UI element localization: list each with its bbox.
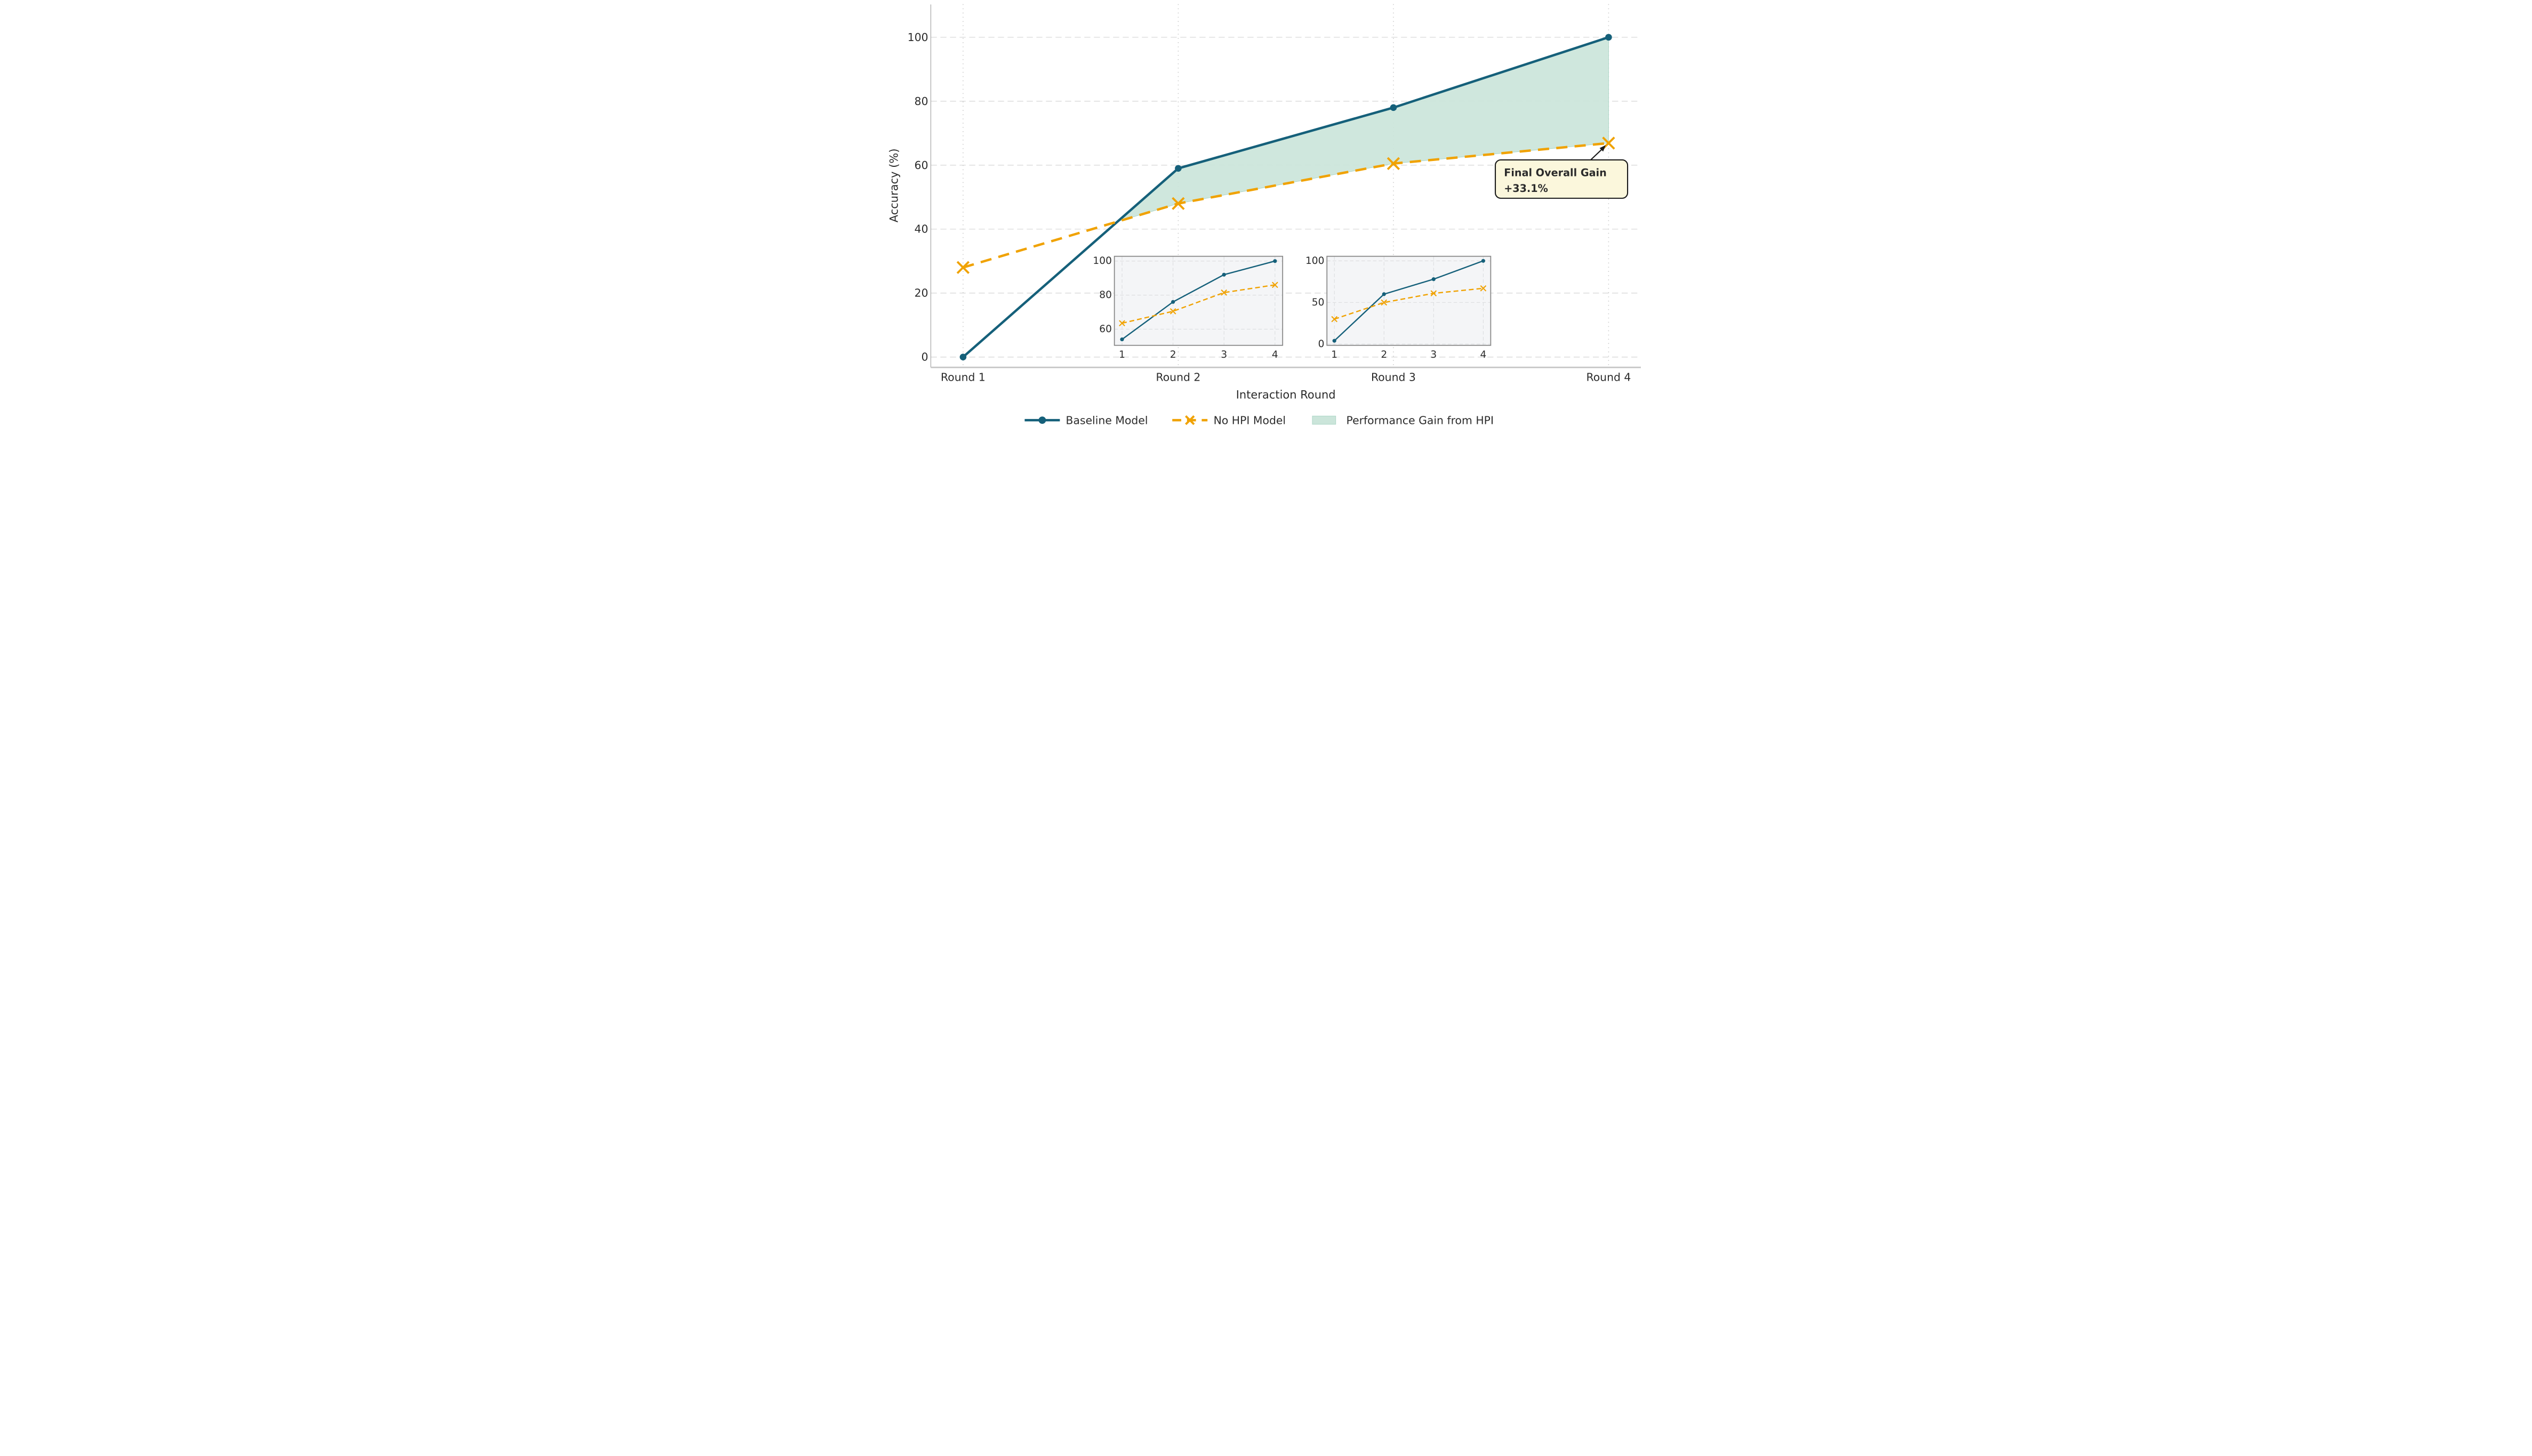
no-hpi-data-point	[956, 261, 970, 274]
no-hpi-x-marker-icon	[1185, 415, 1195, 425]
y-tick-label: 0	[1318, 339, 1325, 350]
y-tick-label: 50	[1312, 297, 1325, 308]
baseline-data-point	[1605, 34, 1612, 41]
no-hpi-data-point	[1221, 289, 1228, 296]
baseline-data-point	[1120, 337, 1124, 342]
inset-background	[1114, 256, 1283, 345]
x-tick-label: 4	[1272, 349, 1278, 360]
figure: 0 20 40 60 80 100 Round 1 Round 2 Round 3 Round 4…	[886, 0, 1646, 437]
x-tick-label: Round 1	[941, 371, 985, 383]
baseline-data-point	[1175, 165, 1182, 172]
baseline-data-point	[1382, 292, 1386, 296]
baseline-data-point	[1390, 104, 1397, 111]
baseline-data-point	[1222, 272, 1226, 277]
baseline-data-point	[1431, 277, 1436, 281]
x-tick-label: 2	[1170, 349, 1176, 360]
y-tick-label: 60	[1099, 324, 1112, 335]
x-tick-label: 3	[1221, 349, 1227, 360]
baseline-data-point	[1171, 300, 1175, 304]
y-axis-label: Accuracy (%)	[888, 148, 901, 222]
annotation-title: Final Overall Gain	[1504, 166, 1607, 179]
no-hpi-data-point	[1119, 320, 1125, 327]
x-tick-label: Round 2	[1156, 371, 1200, 383]
x-tick-label: 1	[1119, 349, 1125, 360]
x-tick-label: Round 4	[1586, 371, 1631, 383]
y-tick-label: 100	[1305, 255, 1324, 267]
y-tick-label: 20	[915, 287, 928, 300]
no-hpi-data-point	[1272, 281, 1278, 288]
inset-chart-left: 60 80 100 1 2 3 4	[1093, 255, 1284, 360]
no-hpi-data-point	[1172, 197, 1185, 210]
baseline-data-point	[959, 353, 967, 360]
legend-label-no-hpi: No HPI Model	[1214, 414, 1286, 427]
legend-label-baseline: Baseline Model	[1066, 414, 1148, 427]
x-tick-label: 4	[1480, 349, 1486, 360]
y-tick-label: 80	[1099, 289, 1112, 301]
inset-frame	[1113, 255, 1284, 346]
annotation-group: Final Overall Gain +33.1%	[1494, 145, 1629, 199]
y-tick-label: 100	[908, 31, 928, 44]
x-tick-label: 3	[1430, 349, 1437, 360]
legend-item-no-hpi: No HPI Model	[1172, 414, 1286, 427]
no-hpi-line	[1121, 284, 1276, 324]
no-hpi-line	[963, 142, 1609, 269]
no-hpi-data-point	[1381, 299, 1388, 306]
no-hpi-data-point	[1331, 316, 1338, 323]
annotation-value: +33.1%	[1504, 182, 1548, 195]
baseline-line	[1121, 260, 1276, 340]
no-hpi-data-point	[1387, 157, 1400, 170]
y-tick-label: 100	[1093, 255, 1111, 267]
baseline-data-point	[1332, 339, 1336, 343]
no-hpi-line	[1334, 287, 1484, 320]
legend-label-gain: Performance Gain from HPI	[1347, 414, 1494, 427]
baseline-data-point	[1273, 259, 1277, 263]
baseline-line	[1334, 260, 1484, 342]
x-tick-label: 1	[1331, 349, 1337, 360]
y-tick-label: 60	[915, 159, 928, 172]
annotation-arrow-line	[1589, 149, 1602, 161]
y-tick-label: 80	[915, 95, 928, 108]
legend: Baseline Model No HPI Model Performance …	[1024, 414, 1494, 427]
no-hpi-data-point	[1430, 290, 1437, 297]
no-hpi-data-point	[1169, 308, 1176, 315]
inset-background	[1327, 256, 1491, 345]
no-hpi-data-point	[1480, 285, 1487, 292]
y-tick-label: 0	[922, 351, 928, 364]
inset-chart-right: 0 50 100 1 2 3 4	[1305, 255, 1492, 360]
annotation-arrow-head	[1599, 145, 1606, 152]
baseline-line	[962, 36, 1609, 358]
baseline-dot-icon	[1038, 416, 1046, 424]
y-tick-label: 40	[915, 223, 928, 236]
gain-patch-swatch-icon	[1312, 415, 1336, 425]
legend-item-gain: Performance Gain from HPI	[1312, 414, 1494, 427]
x-tick-label: Round 3	[1371, 371, 1416, 383]
x-axis-label: Interaction Round	[1236, 388, 1336, 401]
inset-frame	[1326, 255, 1492, 346]
annotation-box	[1494, 159, 1629, 199]
legend-item-baseline: Baseline Model	[1024, 414, 1148, 427]
baseline-data-point	[1481, 259, 1485, 263]
x-tick-label: 2	[1381, 349, 1387, 360]
